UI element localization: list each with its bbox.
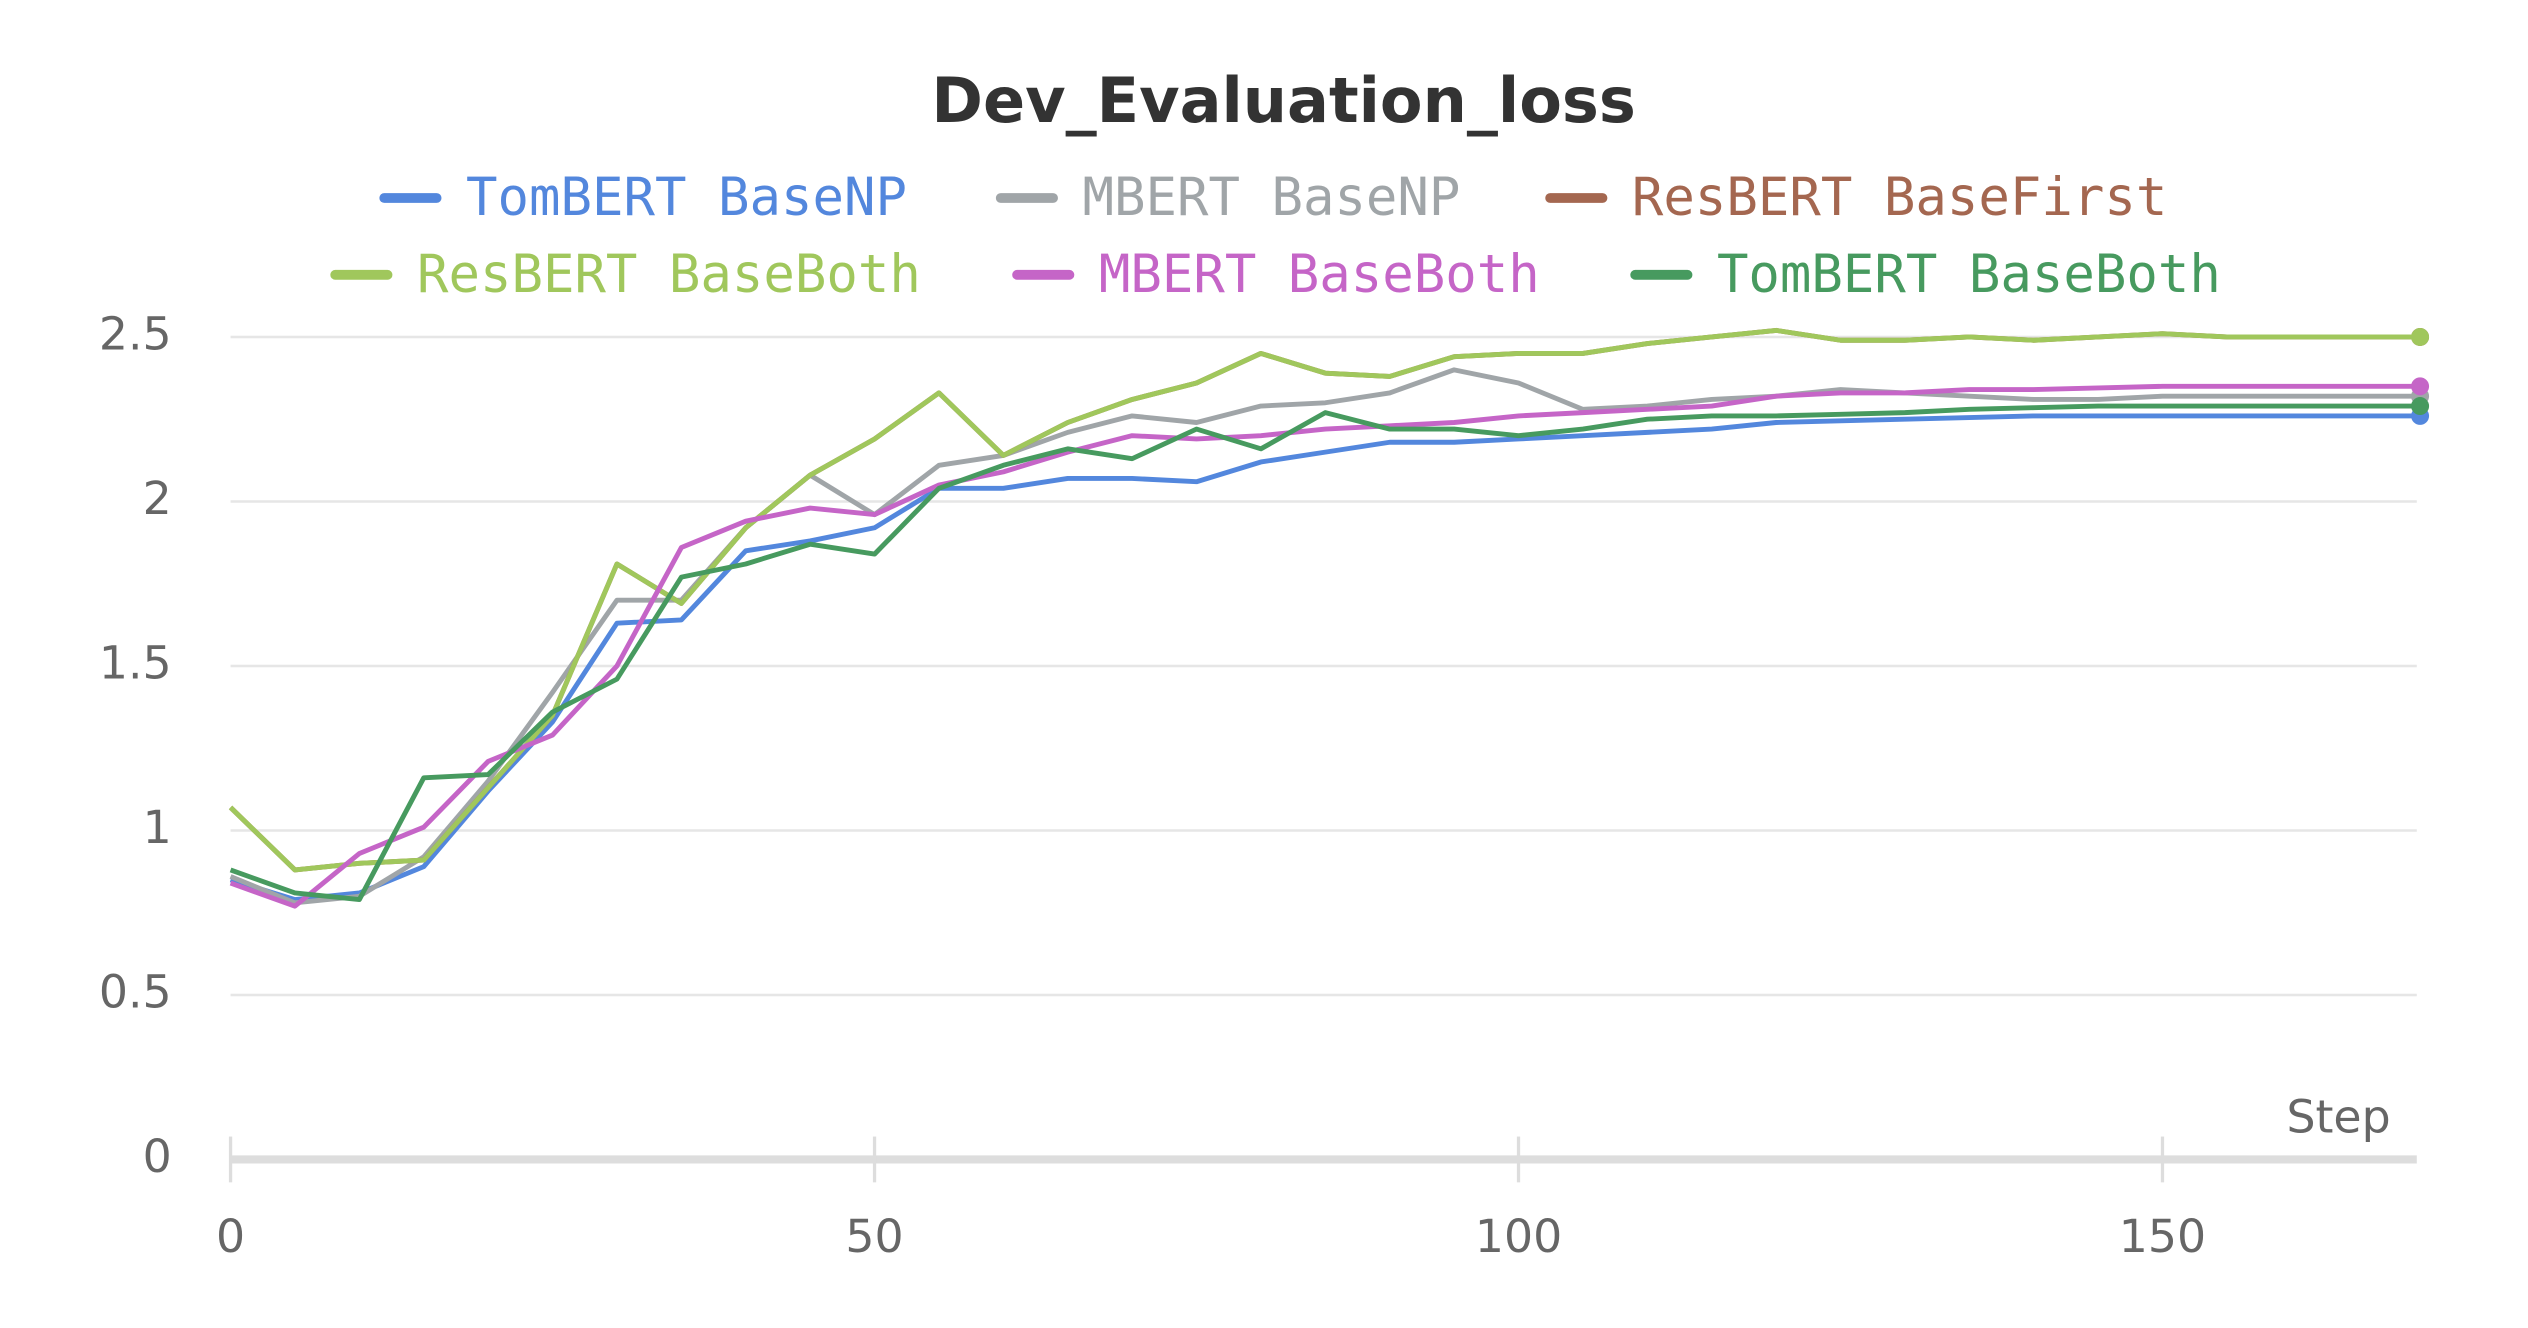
legend-label: ResBERT BaseBoth <box>417 244 921 305</box>
end-dot <box>2411 377 2430 396</box>
x-tick-label: 50 <box>845 1210 903 1263</box>
series-line <box>228 327 2421 873</box>
series-line <box>229 367 2421 906</box>
end-dot <box>2411 327 2430 346</box>
x-tick-label: 150 <box>2119 1210 2206 1263</box>
series-line <box>229 383 2421 909</box>
series-line <box>229 403 2421 903</box>
legend-label: ResBERT BaseFirst <box>1632 167 2167 228</box>
y-tick-label: 1.5 <box>99 636 172 689</box>
legend-label: MBERT BaseBoth <box>1099 244 1540 305</box>
y-tick-label: 0 <box>143 1130 172 1183</box>
y-tick-label: 1 <box>143 801 172 854</box>
y-tick-label: 2 <box>143 472 172 525</box>
legend-label: TomBERT BaseNP <box>466 167 907 228</box>
end-dot <box>2411 397 2430 416</box>
x-tick-label: 100 <box>1475 1210 1562 1263</box>
y-tick-label: 0.5 <box>99 965 172 1018</box>
y-tick-label: 2.5 <box>99 307 172 360</box>
x-tick-label: 0 <box>216 1210 245 1263</box>
legend-label: MBERT BaseNP <box>1082 167 1460 228</box>
x-axis-label: Step <box>2286 1091 2390 1144</box>
chart-title: Dev_Evaluation_loss <box>931 64 1635 137</box>
series-line <box>229 413 2421 903</box>
legend-label: TomBERT BaseBoth <box>1717 244 2221 305</box>
